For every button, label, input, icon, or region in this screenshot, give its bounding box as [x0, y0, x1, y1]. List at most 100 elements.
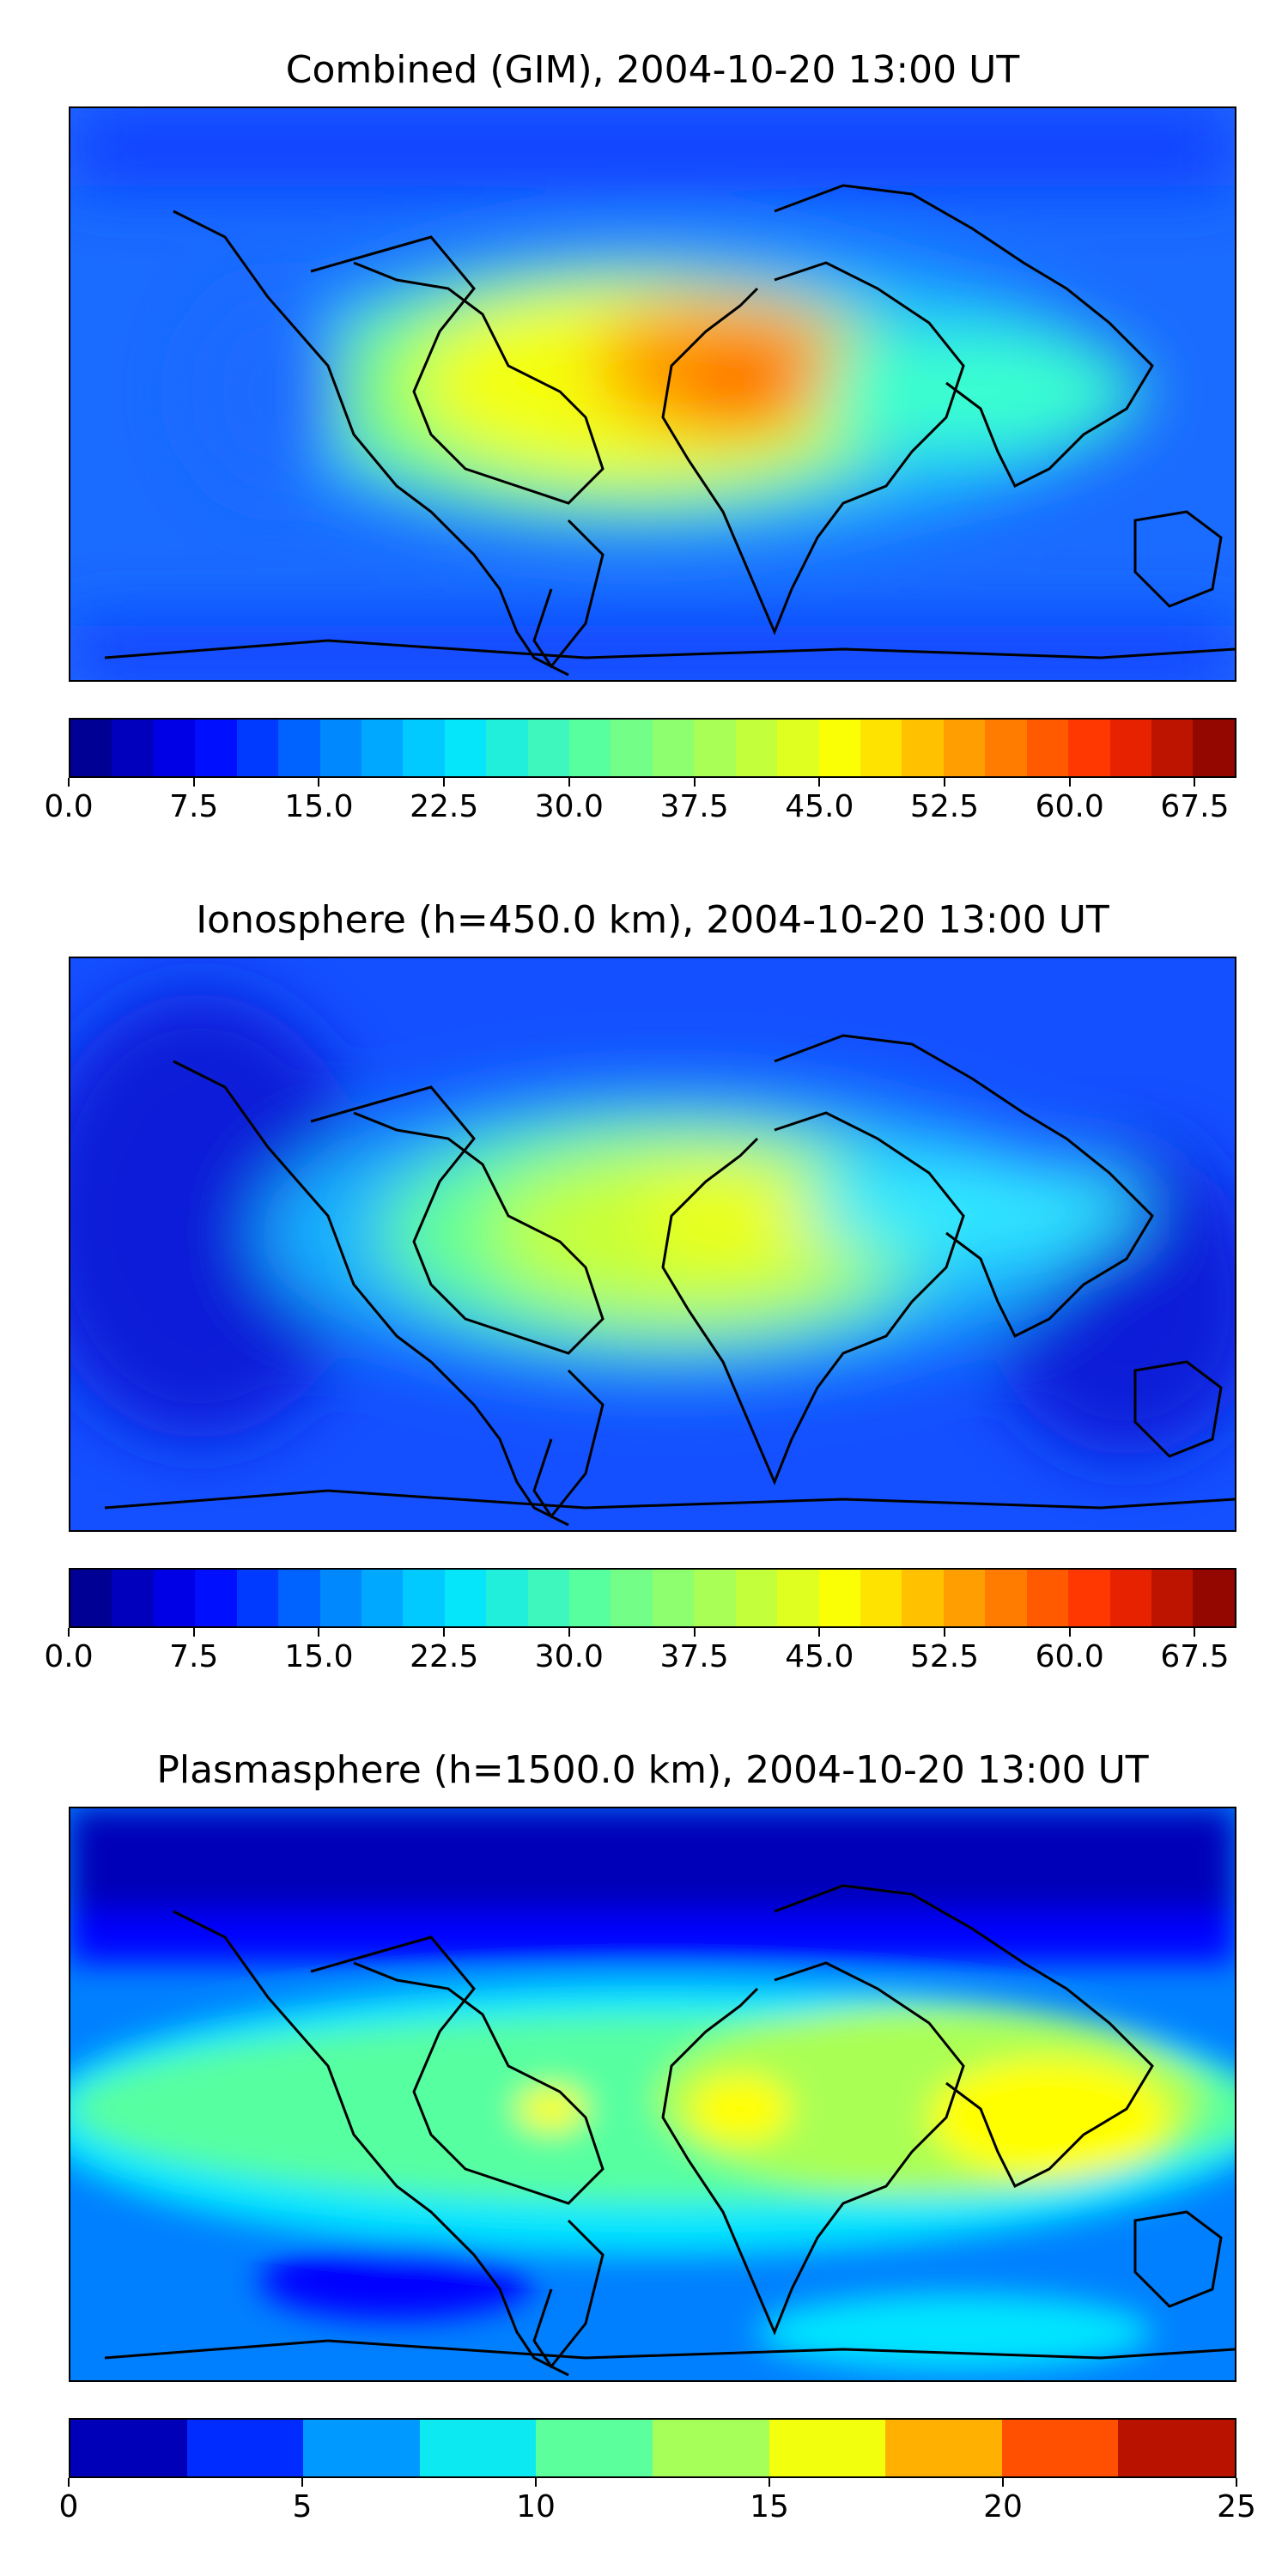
colorbar-level	[1151, 1570, 1194, 1626]
colorbar-level	[361, 1570, 404, 1626]
colorbar-level	[985, 720, 1027, 776]
colorbar-level	[985, 1570, 1027, 1626]
colorbar-level	[153, 720, 196, 776]
colorbar-level	[1118, 2420, 1235, 2476]
colorbar-level	[818, 1570, 861, 1626]
colorbar-level	[1193, 720, 1235, 776]
colorbar-tick	[1236, 2478, 1237, 2487]
colorbar-tick	[68, 2478, 70, 2487]
colorbar-level	[885, 2420, 1002, 2476]
colorbar-level	[1068, 720, 1110, 776]
colorbar-tick	[1002, 2478, 1004, 2487]
colorbar-level	[361, 720, 404, 776]
colorbar-tick-label: 0.0	[44, 1639, 94, 1674]
panel-title: Plasmasphere (h=1500.0 km), 2004-10-20 1…	[156, 1748, 1149, 1792]
colorbar-tick-label: 10	[516, 2489, 556, 2524]
colorbar-level	[1151, 720, 1194, 776]
panel-title: Ionosphere (h=450.0 km), 2004-10-20 13:0…	[196, 898, 1109, 942]
colorbar-tick-label: 60.0	[1035, 789, 1104, 824]
colorbar-tick	[68, 778, 70, 787]
colorbar-level	[236, 720, 279, 776]
colorbar-tick	[192, 1628, 195, 1637]
colorbar-level	[419, 2420, 537, 2476]
colorbar	[69, 2418, 1236, 2478]
colorbar-tick-label: 67.5	[1160, 789, 1230, 824]
colorbar-tick	[192, 778, 195, 787]
colorbar	[69, 1568, 1236, 1628]
colorbar-tick	[318, 778, 320, 787]
coastlines	[104, 1034, 1235, 1527]
colorbar-level	[486, 1570, 528, 1626]
colorbar-level	[860, 720, 902, 776]
colorbar-level	[1026, 720, 1069, 776]
colorbar-level	[403, 1570, 445, 1626]
colorbar-tick	[1194, 1628, 1196, 1637]
colorbar-level	[195, 1570, 237, 1626]
colorbar-tick-label: 5	[292, 2489, 313, 2524]
colorbar-level	[536, 2420, 653, 2476]
colorbar-level	[1109, 720, 1151, 776]
colorbar-tick-label: 15.0	[284, 1639, 354, 1674]
colorbar-level	[569, 1570, 611, 1626]
tec-contour-map	[70, 108, 1235, 680]
colorbar-level	[943, 720, 986, 776]
colorbar-tick	[443, 1628, 446, 1637]
colorbar-tick	[535, 2478, 537, 2487]
colorbar-level	[1193, 1570, 1235, 1626]
colorbar-ticks: 0.0 7.5 15.0 22.5 30.0 37.5 45.0 52.5 60.0 67.5	[44, 1628, 1236, 1680]
colorbar-level	[694, 720, 736, 776]
colorbar-level	[569, 720, 611, 776]
colorbar-tick	[944, 778, 945, 787]
colorbar-level	[652, 720, 695, 776]
colorbar-tick-label: 30.0	[534, 789, 604, 824]
colorbar-level	[278, 720, 320, 776]
tec-contour-map	[70, 958, 1235, 1530]
map-ionosphere	[69, 957, 1236, 1532]
colorbar-tick	[318, 1628, 320, 1637]
colorbar-tick-label: 0.0	[44, 789, 94, 824]
colorbar-level	[818, 720, 861, 776]
colorbar-tick	[944, 1628, 945, 1637]
colorbar-level	[70, 1570, 112, 1626]
colorbar-level	[694, 1570, 736, 1626]
colorbar-tick-label: 20	[983, 2489, 1023, 2524]
colorbar-level	[278, 1570, 320, 1626]
colorbar-level	[1001, 2420, 1119, 2476]
colorbar-level	[112, 1570, 154, 1626]
colorbar-tick-label: 45.0	[785, 789, 854, 824]
colorbar-level	[70, 720, 112, 776]
colorbar-level	[777, 1570, 819, 1626]
colorbar-level	[195, 720, 237, 776]
colorbar-level	[319, 720, 361, 776]
colorbar-ticks: 0.0 7.5 15.0 22.5 30.0 37.5 45.0 52.5 60.0 67.5	[44, 778, 1236, 829]
colorbar-level	[403, 720, 445, 776]
colorbar-tick-label: 15	[750, 2489, 789, 2524]
colorbar-level	[486, 720, 528, 776]
colorbar-tick	[1194, 778, 1196, 787]
colorbar-tick-label: 67.5	[1160, 1639, 1230, 1674]
colorbar-tick-label: 22.5	[410, 789, 479, 824]
colorbar-level	[769, 2420, 886, 2476]
colorbar-level	[611, 1570, 653, 1626]
colorbar-tick	[443, 778, 446, 787]
colorbar-tick	[1068, 778, 1071, 787]
colorbar-level	[652, 1570, 695, 1626]
colorbar-tick-label: 25	[1217, 2489, 1256, 2524]
panel-title: Combined (GIM), 2004-10-20 13:00 UT	[285, 48, 1020, 92]
colorbar-tick-label: 15.0	[284, 789, 354, 824]
colorbar-tick	[1068, 1628, 1071, 1637]
colorbar-level	[153, 1570, 196, 1626]
colorbar-tick-label: 0	[58, 2489, 79, 2524]
colorbar-level	[1109, 1570, 1151, 1626]
colorbar-tick-label: 30.0	[534, 1639, 604, 1674]
colorbar-tick-label: 52.5	[909, 789, 980, 824]
colorbar-tick-label: 60.0	[1035, 1639, 1104, 1674]
colorbar-tick	[693, 778, 696, 787]
colorbar-level	[319, 1570, 361, 1626]
colorbar-level	[303, 2420, 420, 2476]
colorbar-tick	[301, 2478, 303, 2487]
colorbar-tick	[693, 1628, 696, 1637]
colorbar-level	[735, 720, 778, 776]
colorbar-level	[444, 1570, 487, 1626]
colorbar-level	[1068, 1570, 1110, 1626]
